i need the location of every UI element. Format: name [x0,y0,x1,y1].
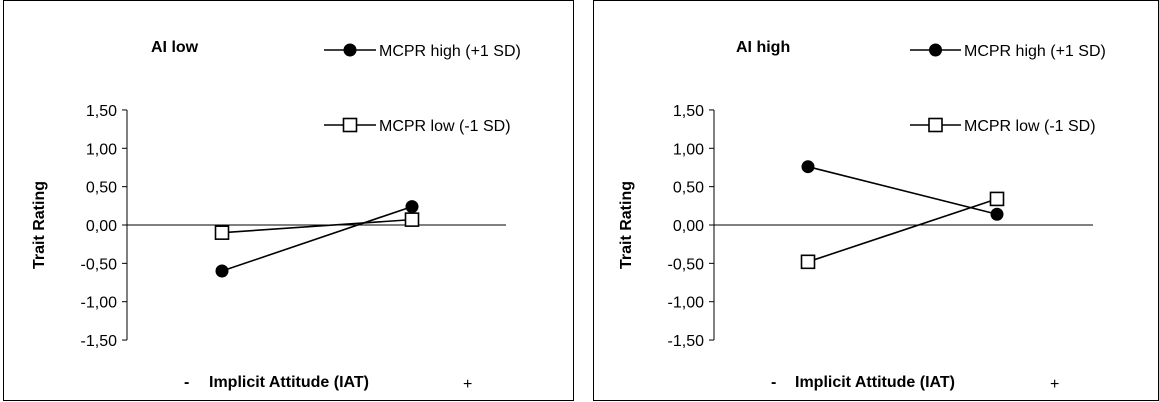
data-point-mcpr-low [404,212,420,227]
y-tick-label: -0,50 [668,256,705,273]
chart-panel-ai-high: 1,50 1,00 0,50 0,00 -0,50 -1,00 -1,50 AI high Tr… [593,0,1159,401]
y-tick-label: 0,50 [86,180,117,197]
legend-label: MCPR high (+1 SD) [964,43,1106,60]
x-axis-label: Implicit Attitude (IAT) [209,374,369,391]
y-axis-label: Trait Rating [618,181,635,269]
x-low-label: - [184,374,189,391]
y-tick-label: -1,00 [668,295,705,312]
x-high-label: + [1050,376,1059,393]
series-line-mcpr-low [221,218,413,234]
y-tick-label: -1,00 [81,295,118,312]
data-point-mcpr-low [989,191,1005,207]
y-tick-label: -1,50 [81,333,118,350]
y-tick-label: 1,50 [673,103,704,120]
series-line-mcpr-high [221,205,413,272]
y-axis-label: Trait Rating [31,181,48,269]
x-low-label: - [771,374,776,391]
legend-label: MCPR low (-1 SD) [379,118,511,135]
chart-ai-high: 1,50 1,00 0,50 0,00 -0,50 -1,00 -1,50 AI high Tr… [618,39,1106,393]
chart-title: AI high [736,39,790,56]
chart-ai-low: 1,50 1,00 0,50 0,00 -0,50 -1,00 -1,50 AI low Tra… [31,39,521,393]
y-tick-label: -0,50 [81,256,118,273]
legend-marker [929,43,942,57]
legend-marker [342,117,358,133]
y-tick-label: 0,50 [673,180,704,197]
legend-marker [343,43,357,57]
data-point-mcpr-low [214,225,230,240]
data-point-mcpr-high [405,200,419,214]
legend-marker [928,117,943,133]
data-point-mcpr-high [801,160,815,174]
series-line-mcpr-low [807,198,998,263]
data-point-mcpr-low [800,254,816,270]
series-line-mcpr-high [807,165,998,216]
data-point-mcpr-high [990,207,1004,221]
y-tick-label: 1,00 [673,141,704,158]
chart-panel-ai-low: 1,50 1,00 0,50 0,00 -0,50 -1,00 -1,50 AI low Tra… [3,0,574,401]
chart-title: AI low [151,39,199,56]
y-tick-label: 1,00 [86,141,117,158]
legend-label: MCPR high (+1 SD) [379,43,521,60]
data-point-mcpr-high [215,264,229,278]
y-tick-label: 1,50 [86,103,117,120]
legend-label: MCPR low (-1 SD) [964,118,1096,135]
x-axis-label: Implicit Attitude (IAT) [795,374,955,391]
x-high-label: + [463,376,472,393]
y-tick-label: 0,00 [673,218,704,235]
y-tick-label: -1,50 [668,333,705,350]
y-tick-label: 0,00 [86,218,117,235]
